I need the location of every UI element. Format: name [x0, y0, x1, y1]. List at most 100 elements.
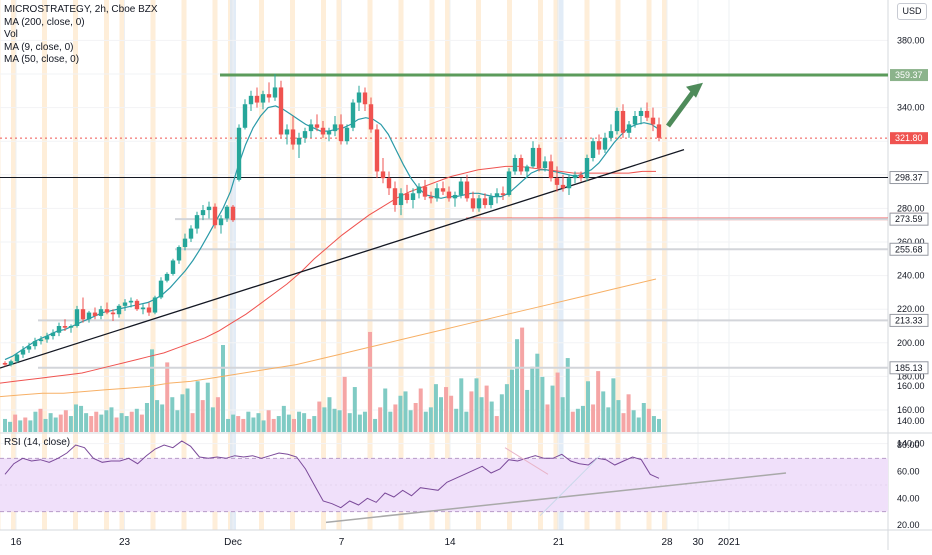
volume-bar: [352, 387, 357, 432]
candle: [194, 215, 200, 229]
volume-bar: [114, 417, 119, 432]
candle: [590, 141, 596, 158]
time-axis[interactable]: 16 23 Dec 7 14 21 28 30 2021: [10, 537, 740, 548]
volume-bar: [373, 418, 378, 432]
candle: [632, 116, 638, 125]
volume-bar: [449, 395, 454, 432]
volume-bar: [109, 407, 114, 432]
candle: [248, 95, 254, 105]
time-tick-28: 28: [661, 537, 673, 548]
candle: [614, 110, 620, 132]
rsi-trendline: [325, 472, 787, 524]
candle: [308, 124, 314, 132]
volume-bar: [413, 403, 418, 432]
volume-bar: [504, 384, 509, 432]
volume-bar: [317, 401, 322, 432]
session-band: [11, 0, 16, 530]
volume-bar: [550, 385, 555, 432]
volume-bar: [555, 372, 560, 432]
legend-ma9: MA (9, close, 0): [4, 41, 74, 53]
rsi-legend: RSI (14, close): [4, 437, 71, 448]
candle: [170, 260, 176, 274]
price-label-box: [889, 171, 929, 185]
candle: [8, 361, 14, 365]
price-tick-label: 340.00: [897, 103, 925, 113]
volume-bar: [327, 397, 332, 432]
volume-bar: [383, 388, 388, 432]
volume-bar: [185, 388, 190, 432]
volume-bar: [378, 407, 383, 432]
candle: [242, 104, 248, 128]
volume-bar: [84, 413, 89, 432]
candle: [332, 124, 338, 132]
candle: [404, 193, 410, 200]
candle: [644, 110, 650, 118]
candle: [428, 196, 434, 199]
session-band: [290, 0, 295, 530]
session-band: [42, 0, 47, 530]
volume-bar: [403, 391, 408, 432]
candle: [128, 300, 134, 303]
volume-bar: [119, 413, 124, 432]
session-band: [476, 0, 481, 530]
candle: [650, 117, 656, 125]
candle: [602, 137, 608, 150]
volume-bar: [89, 416, 94, 432]
volume-bar: [454, 408, 459, 432]
volume-bar: [641, 403, 646, 432]
candle: [164, 273, 170, 281]
candle: [536, 147, 542, 169]
ma200-line: [0, 278, 657, 398]
candle: [440, 188, 446, 192]
session-band: [538, 0, 543, 530]
candle: [218, 218, 224, 226]
price-tick-label: 380.00: [897, 35, 925, 45]
price-label-213.33: 213.33: [895, 315, 923, 325]
session-band: [584, 0, 590, 530]
candle: [422, 186, 428, 197]
volume-bar: [129, 411, 134, 432]
volume-bar: [190, 413, 195, 432]
candle: [656, 124, 662, 138]
volume-bar: [48, 413, 53, 432]
volume-bar: [79, 405, 84, 432]
volume-bar: [499, 394, 504, 432]
volume-bar: [195, 381, 200, 432]
candle: [350, 102, 356, 128]
volume-bar: [28, 420, 33, 432]
price-label-box: [890, 69, 928, 82]
volume-bar: [150, 349, 155, 432]
volume-bar: [464, 411, 469, 432]
volume-bar: [271, 418, 276, 432]
arrow-head: [686, 82, 703, 98]
volume-bar: [469, 391, 474, 432]
candle: [50, 332, 56, 337]
candle: [518, 158, 524, 172]
rsi-divergence-line: [504, 447, 549, 475]
time-tick-Dec: Dec: [224, 537, 242, 548]
session-band: [367, 0, 373, 530]
candle: [236, 127, 242, 180]
currency-button[interactable]: USD: [897, 3, 927, 20]
candle: [530, 147, 536, 167]
price-axis[interactable]: 380.00 340.00 280.00 260.00 240.00 220.00 200.…: [889, 35, 929, 530]
candle: [296, 137, 302, 145]
candle: [56, 326, 62, 333]
session-band: [259, 0, 264, 530]
volume-bar: [418, 388, 423, 432]
candle: [62, 326, 68, 328]
highlight-band: [557, 0, 564, 530]
volume-bar: [459, 378, 464, 432]
candle: [176, 247, 182, 261]
price-label-255.68: 255.68: [895, 244, 923, 254]
candle: [566, 178, 572, 189]
candle: [398, 193, 404, 206]
volume-bar: [302, 413, 307, 432]
session-band: [429, 0, 435, 530]
candle: [374, 129, 380, 172]
volume-bar: [347, 413, 352, 432]
price-label-box: [889, 242, 929, 256]
session-backgrounds: [0, 0, 667, 530]
candle: [122, 302, 128, 306]
